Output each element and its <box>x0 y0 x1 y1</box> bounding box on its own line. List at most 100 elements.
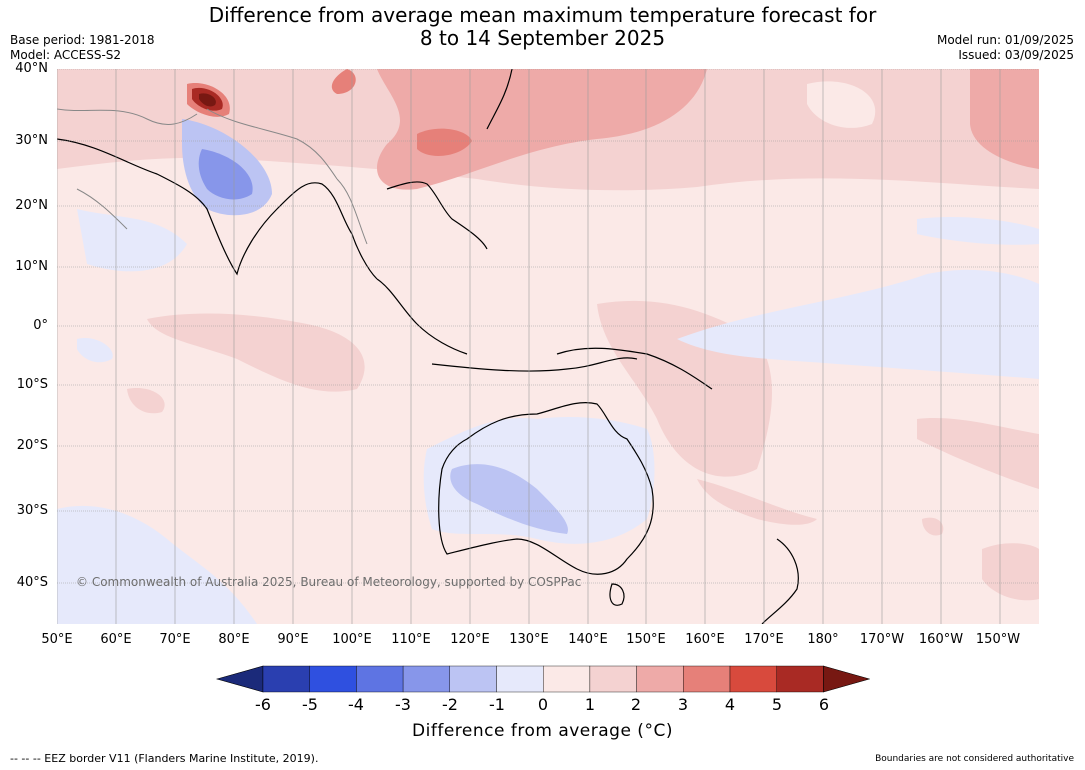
lon-label: 140°E <box>568 632 608 647</box>
colorbar-segment <box>776 665 824 693</box>
lon-label: 180° <box>807 632 839 647</box>
model-run: Model run: 01/09/2025 <box>936 33 1074 47</box>
title-line-2: 8 to 14 September 2025 <box>419 26 666 50</box>
map-panel[interactable] <box>57 69 1039 624</box>
lat-label: 10°N <box>15 259 48 274</box>
lat-label: 10°S <box>16 377 48 392</box>
lat-label: 0° <box>33 318 48 333</box>
coastline-new-zealand <box>761 538 799 624</box>
extreme-core-tibet <box>199 93 216 107</box>
colorbar-tick: -3 <box>395 695 411 714</box>
coastline-new-guinea <box>556 347 713 390</box>
cool-band-equatorial-pacific <box>677 269 1039 379</box>
lat-label: 30°N <box>15 133 48 148</box>
colorbar-extend-low <box>215 665 264 693</box>
border-line-1 <box>57 108 198 125</box>
lon-label: 160°W <box>918 632 964 647</box>
neutral-patch-pacific <box>807 81 876 128</box>
colorbar-tick: 6 <box>818 695 830 714</box>
lon-label: 50°E <box>41 632 73 647</box>
model-name: Model: ACCESS-S2 <box>10 48 122 62</box>
coastlines <box>57 69 799 624</box>
cool-band-north-pacific <box>917 217 1039 245</box>
colorbar-tick: 1 <box>584 695 596 714</box>
colorbar-segment <box>356 665 404 693</box>
colorbar-label: Difference from average (°C) <box>412 721 673 741</box>
colorbar-tick: 5 <box>771 695 783 714</box>
warm-patch-south-pacific <box>917 417 1039 489</box>
lon-label: 150°W <box>975 632 1021 647</box>
lon-label: 160°E <box>685 632 725 647</box>
warm-patch-small <box>127 388 165 414</box>
warm-zone-north-pacific <box>970 69 1039 169</box>
warm-patch-tasman <box>697 479 817 525</box>
chart-title: Difference from average mean maximum tem… <box>0 4 1085 50</box>
lat-label: 40°S <box>16 575 48 590</box>
lon-label: 110°E <box>391 632 431 647</box>
colorbar-tick: 0 <box>537 695 549 714</box>
colorbar-tick: -2 <box>442 695 458 714</box>
warm-patch-indian-ocean <box>147 313 365 392</box>
boundaries-disclaimer: Boundaries are not considered authoritat… <box>875 754 1074 764</box>
colorbar-segment <box>496 665 544 693</box>
colorbar-tick: -1 <box>489 695 505 714</box>
copyright-notice: © Commonwealth of Australia 2025, Bureau… <box>76 575 582 589</box>
colorbar-segment <box>543 665 591 693</box>
cool-core-australia <box>450 464 568 534</box>
coastline-indonesia <box>431 357 638 372</box>
cool-zone-southwest <box>57 505 257 624</box>
country-borders <box>57 108 368 245</box>
coastline-south-asia <box>57 138 378 280</box>
colorbar-segments <box>215 665 870 693</box>
colorbar-tick: 3 <box>677 695 689 714</box>
cool-core-india <box>198 149 253 200</box>
coastline-china <box>386 181 488 250</box>
warm-core-china <box>417 128 472 156</box>
coastline-korea <box>486 69 513 130</box>
eez-border-note: -- -- -- EEZ border V11 (Flanders Marine… <box>10 752 319 765</box>
border-line-3 <box>336 178 368 245</box>
cool-zone-australia <box>423 417 655 544</box>
colorbar-segment <box>262 665 310 693</box>
coastline-malay <box>376 278 468 355</box>
colorbar-segment <box>589 665 637 693</box>
colorbar-tick: -5 <box>302 695 318 714</box>
colorbar-segment <box>402 665 451 693</box>
colorbar-tick: -4 <box>348 695 364 714</box>
warm-core-north <box>331 69 356 94</box>
colorbar-extend-high <box>823 665 870 693</box>
colorbar-tick: 2 <box>630 695 642 714</box>
coastline-australia <box>438 402 654 575</box>
lon-label: 90°E <box>277 632 309 647</box>
lon-label: 150°E <box>626 632 666 647</box>
warm-patch-islands <box>922 517 944 536</box>
warm-zone-east-asia <box>377 69 707 190</box>
cool-patch-arabian-sea <box>77 209 187 272</box>
lat-label: 30°S <box>16 503 48 518</box>
warm-patch-far-south <box>982 543 1039 601</box>
colorbar-segment <box>636 665 684 693</box>
colorbar-segment <box>449 665 497 693</box>
border-line-2 <box>206 108 338 180</box>
issued-date: Issued: 03/09/2025 <box>958 48 1074 62</box>
lat-label: 40°N <box>15 61 48 76</box>
colorbar-segment <box>729 665 777 693</box>
lat-label: 20°N <box>15 198 48 213</box>
lon-label: 60°E <box>100 632 132 647</box>
colorbar <box>215 665 870 693</box>
lon-label: 120°E <box>450 632 490 647</box>
lon-label: 70°E <box>159 632 191 647</box>
base-period: Base period: 1981-2018 <box>10 33 155 47</box>
lat-label: 20°S <box>16 438 48 453</box>
colorbar-tick: -6 <box>255 695 271 714</box>
cool-patch-indian-ocean <box>77 338 113 363</box>
lon-label: 130°E <box>509 632 549 647</box>
border-line-4 <box>76 188 128 230</box>
lon-label: 170°E <box>744 632 784 647</box>
lon-label: 100°E <box>332 632 372 647</box>
coastline-tasmania <box>609 583 625 606</box>
colorbar-segment <box>683 665 731 693</box>
title-line-1: Difference from average mean maximum tem… <box>208 3 877 27</box>
lon-label: 170°W <box>859 632 905 647</box>
meta-right: Model run: 01/09/2025 Issued: 03/09/2025 <box>937 33 1074 63</box>
